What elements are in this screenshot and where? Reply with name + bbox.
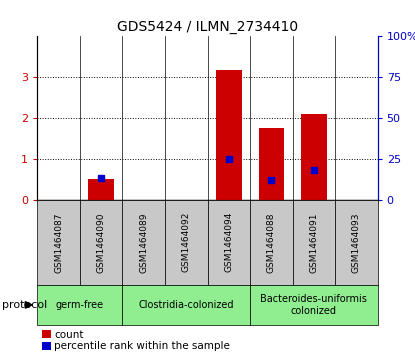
Bar bbox=[37, 285, 122, 325]
Text: GSM1464093: GSM1464093 bbox=[352, 212, 361, 273]
Text: count: count bbox=[54, 330, 83, 340]
Text: germ-free: germ-free bbox=[56, 300, 104, 310]
Text: Bacteroides-uniformis
colonized: Bacteroides-uniformis colonized bbox=[260, 294, 367, 316]
Bar bbox=[122, 200, 165, 285]
Text: GSM1464094: GSM1464094 bbox=[224, 212, 233, 273]
Bar bbox=[250, 200, 293, 285]
Title: GDS5424 / ILMN_2734410: GDS5424 / ILMN_2734410 bbox=[117, 20, 298, 34]
Bar bbox=[335, 200, 378, 285]
Text: GSM1464088: GSM1464088 bbox=[267, 212, 276, 273]
Bar bbox=[293, 200, 335, 285]
Bar bbox=[208, 200, 250, 285]
Bar bbox=[259, 128, 284, 200]
Text: GSM1464091: GSM1464091 bbox=[309, 212, 318, 273]
Bar bbox=[216, 70, 242, 200]
Bar bbox=[122, 285, 250, 325]
Text: GSM1464090: GSM1464090 bbox=[97, 212, 106, 273]
Bar bbox=[37, 200, 80, 285]
Bar bbox=[165, 200, 208, 285]
Bar bbox=[80, 200, 122, 285]
Text: protocol: protocol bbox=[2, 300, 47, 310]
Bar bbox=[301, 114, 327, 200]
Bar bbox=[250, 285, 378, 325]
Text: GSM1464089: GSM1464089 bbox=[139, 212, 148, 273]
Text: Clostridia-colonized: Clostridia-colonized bbox=[139, 300, 234, 310]
Text: percentile rank within the sample: percentile rank within the sample bbox=[54, 341, 230, 351]
Text: GSM1464092: GSM1464092 bbox=[182, 212, 191, 273]
Bar bbox=[88, 179, 114, 200]
Text: GSM1464087: GSM1464087 bbox=[54, 212, 63, 273]
